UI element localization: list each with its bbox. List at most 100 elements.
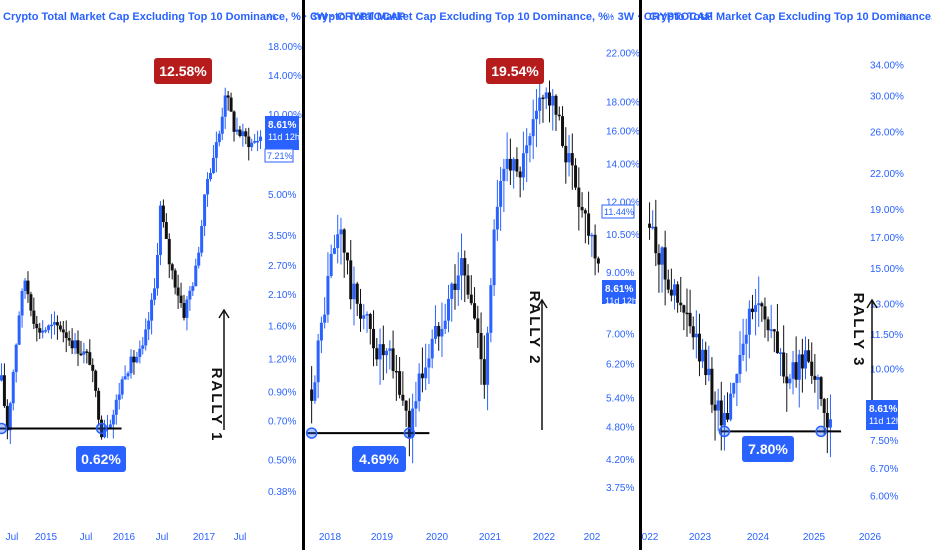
last-price-badge (602, 280, 636, 304)
y-tick-label: 5.40% (606, 393, 634, 404)
candle-body (375, 348, 379, 360)
x-tick-label: 2023 (689, 532, 712, 543)
candle-body (735, 374, 739, 383)
candle-body (825, 412, 829, 428)
candle-body (203, 194, 207, 227)
candle-body (816, 377, 820, 380)
candle-body (167, 238, 171, 265)
peak-label: 19.54% (491, 63, 539, 79)
candle-body (176, 287, 180, 296)
candle-body (123, 376, 127, 380)
candle-body (336, 234, 340, 249)
candle-body (596, 258, 600, 264)
y-tick-label: 18.00% (268, 42, 302, 53)
annotations: 7.80% RALLY 3 8.61%11d 12h (718, 293, 901, 462)
candle-body (420, 373, 424, 379)
candle-body (440, 328, 444, 337)
candle-body (82, 351, 86, 355)
candle-body (170, 264, 174, 271)
candle-body (319, 322, 323, 341)
candle-body (769, 329, 773, 331)
candle-body (726, 413, 730, 420)
candle-body (460, 258, 464, 276)
candle-body (332, 248, 336, 254)
panel-divider (639, 0, 642, 550)
y-tick-label: 3.50% (268, 231, 296, 242)
x-tick-label: Jul (80, 532, 93, 543)
candle-body (200, 226, 204, 253)
candle-body (570, 153, 574, 166)
candle-body (453, 283, 457, 290)
circle-marker-icon (403, 427, 416, 439)
circle-marker-icon (95, 422, 108, 435)
candle-body (732, 382, 736, 394)
peak-label: 12.58% (159, 63, 207, 79)
y-tick-label: 5.00% (268, 190, 296, 201)
candle-body (211, 157, 215, 173)
x-axis-ticks: 022 2023 2024 2025 2026 (642, 532, 882, 543)
candle-body (456, 275, 460, 290)
candle-body (398, 371, 402, 395)
candle-body (238, 129, 242, 136)
last-price-badge (866, 400, 898, 430)
y-tick-label: 0.38% (268, 487, 296, 498)
candle-body (359, 303, 363, 319)
candle-body (365, 314, 369, 316)
candle-body (694, 333, 698, 338)
candle-body (515, 159, 519, 172)
arrow-head (218, 308, 230, 319)
candle-body (469, 294, 473, 304)
candle-body (179, 295, 183, 303)
chart-title: Crypto Total Market Cap Excluding Top 10… (649, 11, 932, 23)
x-axis-ticks: Jul 2015 Jul 2016 Jul 2017 Jul (6, 532, 247, 543)
x-tick-label: 2025 (803, 532, 826, 543)
candle-body (381, 344, 385, 356)
candle-body (17, 315, 21, 345)
unit-label: % (606, 12, 614, 22)
candle-body (741, 343, 745, 356)
candle-body (473, 303, 477, 319)
candle-body (132, 356, 136, 363)
candle-body (91, 364, 95, 371)
candle-body (407, 410, 411, 438)
x-tick-label: 2024 (747, 532, 770, 543)
candle-body (5, 405, 9, 431)
y-tick-label: 3.75% (606, 483, 634, 494)
candle-body (697, 333, 701, 362)
candle-body (41, 330, 45, 333)
chart-panel-1: Crypto Total Market Cap Excluding Top 10… (0, 11, 405, 543)
candle-body (813, 375, 817, 380)
unit-label: % (900, 12, 908, 22)
candle-body (111, 414, 115, 425)
candle-body (528, 136, 532, 146)
candle-body (2, 375, 6, 406)
y-tick-label: 17.00% (870, 233, 904, 244)
candle-body (688, 312, 692, 327)
candle-body (430, 338, 434, 359)
candle-body (541, 97, 545, 100)
candles (0, 87, 263, 445)
candle-body (394, 370, 398, 373)
x-tick-label: 2022 (533, 532, 556, 543)
candle-body (223, 95, 227, 117)
circle-marker-icon (305, 427, 318, 439)
x-tick-label: 2017 (193, 532, 216, 543)
candle-body (443, 320, 447, 329)
y-tick-label: 10.00% (268, 110, 302, 121)
candle-body (486, 332, 490, 385)
candle-body (710, 368, 714, 405)
candle-body (129, 356, 133, 374)
y-tick-label: 26.00% (870, 127, 904, 138)
candle-body (188, 290, 192, 300)
peak-badge (486, 58, 544, 84)
candle-body (64, 332, 68, 338)
y-tick-label: 34.00% (870, 61, 904, 72)
chart-panel-3: Crypto Total Market Cap Excluding Top 10… (642, 11, 932, 543)
candle-body (819, 377, 823, 400)
candle-body (58, 325, 62, 330)
candle-body (47, 325, 51, 331)
candle-body (505, 158, 509, 169)
candle-body (657, 253, 661, 265)
candle-body (807, 350, 811, 362)
x-tick-label: 2021 (479, 532, 502, 543)
